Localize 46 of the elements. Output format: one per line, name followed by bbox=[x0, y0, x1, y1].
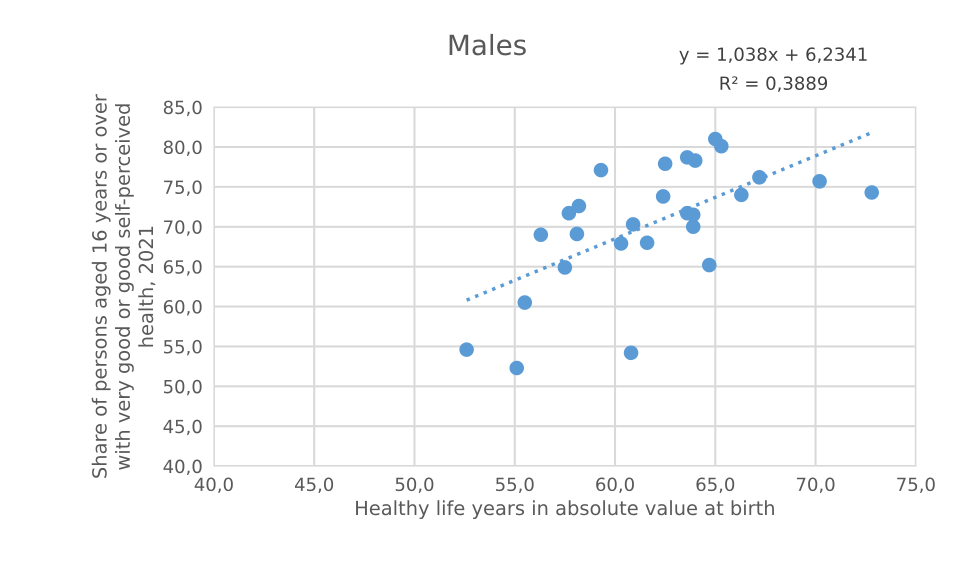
point bbox=[688, 153, 703, 168]
y-tick-label: 40,0 bbox=[163, 460, 202, 476]
x-tick-label: 40,0 bbox=[194, 478, 233, 494]
point bbox=[572, 198, 586, 214]
x-tick-label: 70,0 bbox=[796, 478, 834, 494]
point bbox=[509, 360, 524, 376]
x-tick-label: 75,0 bbox=[897, 478, 935, 494]
point bbox=[562, 206, 576, 220]
point bbox=[734, 188, 749, 202]
point bbox=[570, 226, 584, 242]
point bbox=[864, 185, 880, 200]
point bbox=[614, 236, 628, 251]
x-tick-label: 45,0 bbox=[294, 478, 334, 494]
text: y = 1,038x + 6,2341 bbox=[679, 47, 867, 65]
point bbox=[658, 156, 672, 172]
point bbox=[558, 260, 572, 275]
point bbox=[702, 258, 717, 272]
y-tick-label: 80,0 bbox=[164, 140, 202, 156]
point bbox=[534, 227, 548, 242]
point bbox=[517, 295, 532, 310]
point bbox=[714, 138, 729, 154]
x-tick-label: 50,0 bbox=[396, 478, 434, 494]
point bbox=[626, 217, 640, 232]
point bbox=[656, 189, 670, 204]
point bbox=[624, 346, 638, 360]
point bbox=[686, 219, 701, 234]
y-tick-label: 70,0 bbox=[164, 220, 202, 236]
y-tick-label: 45,0 bbox=[163, 420, 202, 436]
y-axis-title: Share of persons aged 16 years or over with very good or good self-perceived health, 2021 bbox=[92, 94, 156, 478]
y-tick-label: 65,0 bbox=[164, 260, 202, 276]
y-tick-label: 75,0 bbox=[164, 180, 202, 196]
text: R² = 0,3889 bbox=[720, 76, 828, 92]
point bbox=[812, 174, 827, 189]
point bbox=[752, 170, 767, 185]
y-tick-label: 55,0 bbox=[164, 340, 202, 356]
chart-title: Males bbox=[450, 34, 526, 56]
x-tick-label: 55,0 bbox=[496, 478, 534, 494]
point bbox=[459, 342, 474, 357]
y-tick-label: 85,0 bbox=[164, 100, 202, 116]
point bbox=[640, 235, 654, 250]
y-tick-label: 60,0 bbox=[164, 300, 202, 316]
x-tick-label: 65,0 bbox=[696, 478, 734, 494]
x-axis-title: Healthy life years in absolute value at birth bbox=[356, 500, 774, 520]
point bbox=[594, 162, 608, 178]
x-tick-label: 60,0 bbox=[596, 478, 634, 494]
y-tick-label: 50,0 bbox=[164, 380, 202, 396]
